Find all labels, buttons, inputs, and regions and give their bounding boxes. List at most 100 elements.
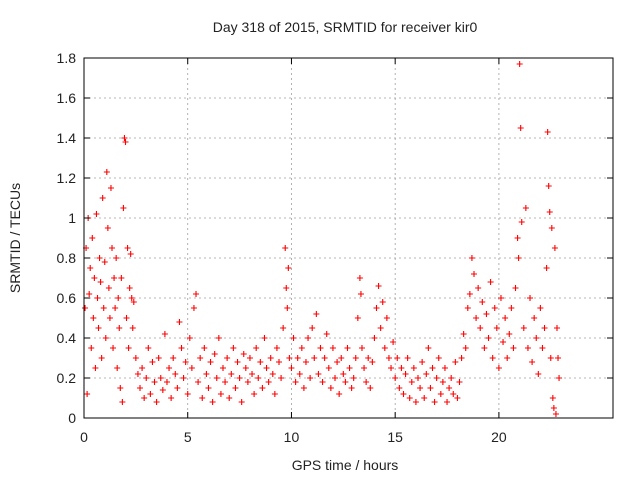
data-point	[190, 305, 197, 311]
data-point	[390, 339, 397, 345]
data-point	[193, 291, 200, 297]
y-tick-label: 1.2	[57, 170, 77, 186]
data-point	[217, 391, 224, 397]
data-point	[477, 325, 484, 331]
data-point	[238, 399, 245, 405]
data-point	[506, 331, 513, 337]
data-point	[121, 135, 128, 141]
data-point	[234, 359, 241, 365]
data-point	[515, 255, 522, 261]
data-point	[195, 379, 202, 385]
data-point	[88, 345, 95, 351]
data-point	[348, 385, 355, 391]
data-point	[115, 295, 122, 301]
data-point	[226, 395, 233, 401]
data-point	[209, 399, 216, 405]
data-point	[396, 385, 403, 391]
data-point	[103, 169, 110, 175]
data-point	[228, 371, 235, 377]
data-point	[186, 335, 193, 341]
data-point	[319, 379, 326, 385]
data-point	[381, 345, 388, 351]
data-point	[96, 255, 103, 261]
y-tick-label: 0.4	[57, 330, 77, 346]
data-point	[219, 365, 226, 371]
data-point	[309, 325, 316, 331]
data-point	[213, 375, 220, 381]
y-tick-label: 1.6	[57, 90, 77, 106]
data-point	[188, 365, 195, 371]
data-point	[100, 305, 107, 311]
data-point	[431, 399, 438, 405]
data-point	[332, 375, 339, 381]
data-point	[487, 279, 494, 285]
data-point	[495, 365, 502, 371]
data-point	[425, 345, 432, 351]
data-point	[398, 365, 405, 371]
data-point	[298, 345, 305, 351]
data-point	[280, 325, 287, 331]
data-point	[120, 205, 127, 211]
data-point	[406, 395, 413, 401]
data-point	[379, 299, 386, 305]
data-point	[388, 365, 395, 371]
data-point	[375, 283, 382, 289]
data-point	[475, 285, 482, 291]
x-tick-label: 15	[387, 429, 403, 445]
data-point	[537, 305, 544, 311]
y-tick-label: 1.8	[57, 50, 77, 66]
data-point	[502, 315, 509, 321]
data-point	[87, 265, 94, 271]
data-point	[468, 255, 475, 261]
data-point	[215, 335, 222, 341]
data-point	[529, 359, 536, 365]
data-point	[338, 355, 345, 361]
data-point	[450, 391, 457, 397]
data-point	[514, 235, 521, 241]
data-point	[282, 245, 289, 251]
grid	[84, 58, 613, 418]
data-point	[479, 299, 486, 305]
data-point	[224, 355, 231, 361]
data-point	[504, 355, 511, 361]
data-point	[285, 265, 292, 271]
data-point	[408, 379, 415, 385]
data-point	[89, 235, 96, 241]
data-point	[315, 371, 322, 377]
data-point	[371, 335, 378, 341]
data-point	[278, 375, 285, 381]
data-point	[101, 259, 108, 265]
data-point	[126, 285, 133, 291]
data-point	[464, 305, 471, 311]
data-point	[98, 355, 105, 361]
data-point	[549, 395, 556, 401]
data-point	[541, 325, 548, 331]
data-points	[82, 61, 563, 417]
data-point	[336, 391, 343, 397]
data-point	[435, 355, 442, 361]
data-point	[232, 385, 239, 391]
data-point	[545, 183, 552, 189]
data-point	[508, 305, 515, 311]
data-point	[168, 395, 175, 401]
data-point	[412, 399, 419, 405]
data-point	[325, 365, 332, 371]
data-point	[242, 365, 249, 371]
data-point	[139, 365, 146, 371]
data-point	[207, 359, 214, 365]
data-point	[317, 345, 324, 351]
data-point	[147, 391, 154, 397]
data-point	[130, 299, 137, 305]
data-point	[556, 375, 563, 381]
data-point	[290, 335, 297, 341]
data-point	[119, 399, 126, 405]
data-point	[520, 325, 527, 331]
data-point	[203, 371, 210, 377]
data-point	[404, 355, 411, 361]
data-point	[497, 295, 504, 301]
data-point	[199, 395, 206, 401]
data-point	[358, 345, 365, 351]
data-point	[448, 375, 455, 381]
data-point	[429, 365, 436, 371]
